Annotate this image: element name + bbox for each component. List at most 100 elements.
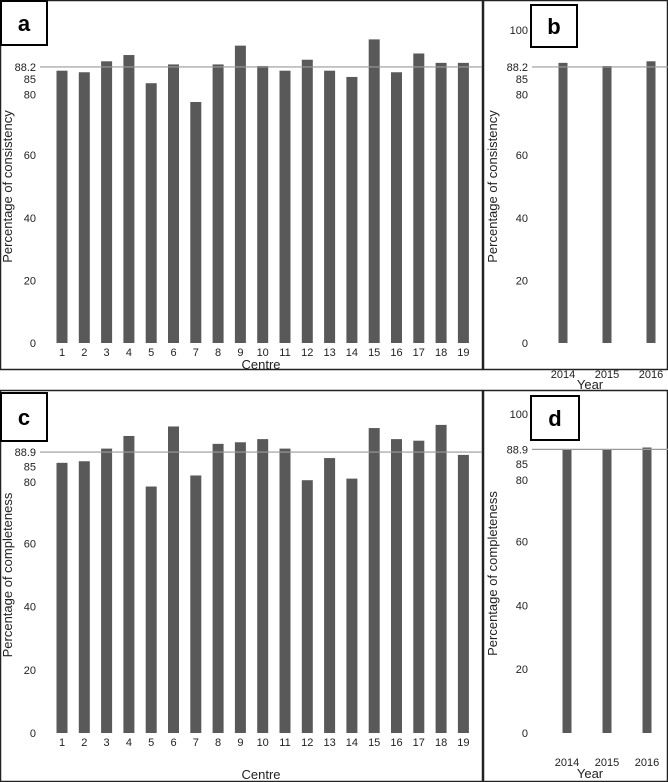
bar — [413, 53, 425, 343]
y-tick-label: 40 — [24, 213, 36, 225]
y-tick-label: 88.2 — [507, 62, 528, 74]
x-tick-label: 13 — [323, 737, 335, 749]
bar — [145, 83, 157, 344]
x-tick-label: 15 — [368, 737, 380, 749]
panel-letter-box — [0, 0, 48, 46]
x-tick-label: 11 — [279, 347, 290, 359]
y-tick-label: 20 — [24, 665, 36, 677]
bar — [101, 448, 113, 733]
x-tick-label: 9 — [237, 737, 243, 749]
x-axis-title: Year — [577, 766, 604, 781]
bar — [101, 61, 113, 344]
bar — [212, 443, 224, 733]
panel-c: 0204060808588.91001234567891011121314151… — [0, 389, 484, 782]
bar — [562, 449, 572, 733]
bar — [257, 439, 269, 733]
bar — [257, 65, 269, 344]
bar — [346, 478, 358, 733]
panel-border — [0, 0, 484, 371]
y-tick-label: 85 — [516, 74, 528, 86]
bar — [391, 439, 402, 733]
bar — [324, 458, 336, 733]
x-tick-label: 2 — [81, 347, 87, 359]
x-axis-title: Year — [577, 377, 604, 392]
bar — [123, 435, 135, 733]
y-tick-label: 20 — [24, 275, 36, 287]
bar — [78, 461, 90, 733]
x-tick-label: 8 — [215, 347, 221, 359]
x-tick-label: 15 — [368, 347, 380, 359]
y-tick-label: 60 — [24, 538, 36, 550]
bar — [646, 61, 656, 344]
x-tick-label: 18 — [435, 347, 447, 359]
bar — [346, 76, 358, 343]
y-tick-label: 0 — [522, 338, 528, 350]
x-tick-label: 8 — [215, 737, 221, 749]
panel-border — [482, 0, 668, 371]
x-tick-label: 14 — [346, 737, 358, 749]
y-tick-label: 60 — [516, 537, 528, 549]
y-tick-label: 60 — [516, 150, 528, 162]
panel-letter-box — [0, 392, 48, 442]
bar — [234, 45, 246, 344]
bar — [123, 55, 135, 343]
x-tick-label: 6 — [170, 347, 176, 359]
bar — [301, 480, 313, 733]
bar — [212, 64, 224, 344]
y-tick-label: 80 — [24, 477, 36, 489]
x-axis-title: Centre — [241, 767, 280, 782]
y-tick-label: 80 — [516, 475, 528, 487]
x-tick-label: 2015 — [595, 757, 619, 769]
x-tick-label: 2 — [81, 737, 87, 749]
bar — [301, 59, 313, 344]
y-axis-title: Percentage of completeness — [485, 491, 500, 656]
y-axis-title: Percentage of consistency — [485, 110, 500, 263]
x-tick-label: 5 — [148, 737, 154, 749]
x-tick-label: 16 — [390, 347, 402, 359]
x-tick-label: 6 — [170, 737, 176, 749]
bar — [234, 442, 246, 733]
x-tick-label: 14 — [346, 347, 358, 359]
bar — [56, 70, 68, 343]
x-tick-label: 7 — [193, 737, 199, 749]
bar — [368, 39, 380, 343]
y-tick-label: 20 — [516, 275, 528, 287]
x-tick-label: 10 — [257, 347, 269, 359]
x-tick-label: 11 — [279, 737, 290, 749]
y-tick-label: 85 — [24, 74, 36, 86]
y-tick-label: 40 — [516, 600, 528, 612]
y-tick-label: 40 — [516, 213, 528, 225]
bar — [168, 426, 179, 733]
bar — [435, 62, 447, 344]
x-tick-label: 3 — [104, 737, 110, 749]
panel-a: 0204060808588.21001234567891011121314151… — [0, 0, 484, 372]
bar — [457, 62, 469, 344]
y-tick-label: 80 — [24, 90, 36, 102]
x-tick-label: 19 — [457, 737, 469, 749]
x-tick-label: 18 — [435, 737, 447, 749]
x-tick-label: 5 — [148, 347, 154, 359]
x-tick-label: 2016 — [639, 369, 663, 381]
x-tick-label: 7 — [193, 347, 199, 359]
x-tick-label: 4 — [126, 347, 132, 359]
panel-letter: d — [548, 406, 561, 431]
y-tick-label: 88.9 — [15, 447, 36, 459]
bar — [190, 101, 202, 344]
y-tick-label: 100 — [510, 25, 528, 37]
x-tick-label: 9 — [237, 347, 243, 359]
y-tick-label: 20 — [516, 664, 528, 676]
panel-letter: b — [547, 14, 560, 39]
bar — [190, 475, 202, 733]
bar — [78, 72, 90, 343]
y-tick-label: 88.2 — [15, 62, 36, 74]
x-tick-label: 2016 — [635, 757, 659, 769]
bar — [435, 424, 447, 733]
bar — [324, 70, 336, 343]
bar — [279, 448, 291, 733]
x-tick-label: 17 — [413, 347, 425, 359]
panel-letter: a — [18, 11, 31, 36]
bar — [391, 72, 402, 343]
bar — [602, 449, 612, 733]
